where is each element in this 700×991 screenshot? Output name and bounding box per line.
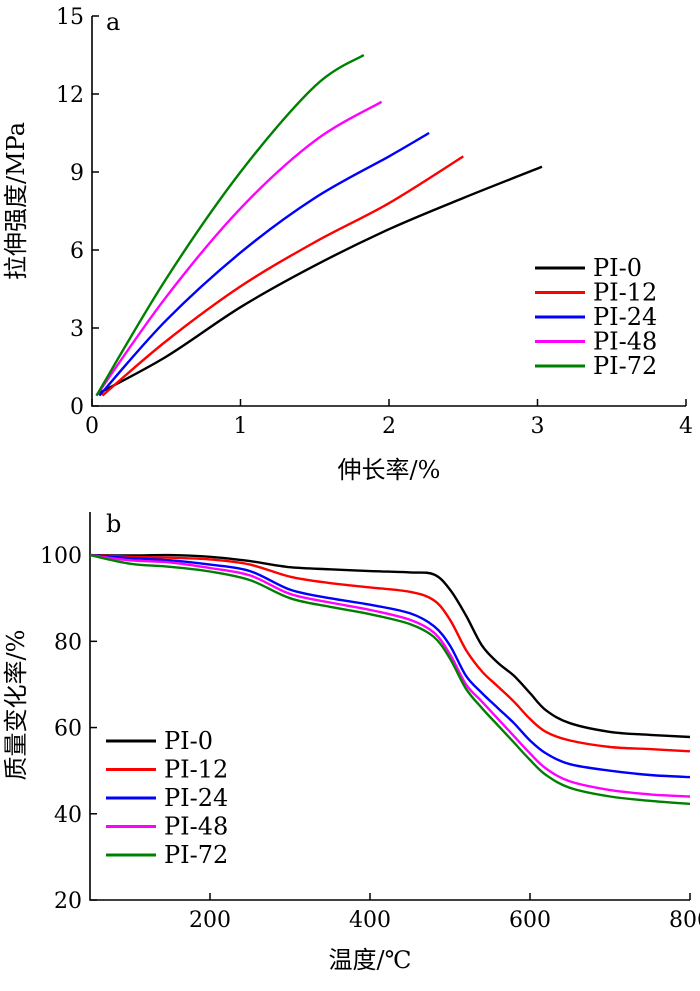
- series-line-pi-24: [89, 553, 691, 779]
- x-tick-label: 600: [509, 908, 551, 933]
- series-line-pi-72: [95, 53, 365, 397]
- x-tick-label: 1: [234, 414, 248, 439]
- chart-b-panel-label: b: [106, 510, 121, 538]
- y-tick-label: 60: [54, 717, 82, 742]
- series-line-pi-72: [89, 553, 691, 806]
- chart-b-series: [89, 553, 691, 806]
- chart-b-x-axis-label: 温度/℃: [329, 946, 412, 974]
- x-tick-label: 200: [189, 908, 231, 933]
- series-line-pi-24: [98, 131, 430, 397]
- legend-label-pi-72: PI-72: [164, 841, 228, 869]
- legend-label-pi-24: PI-24: [593, 303, 657, 331]
- chart-a-y-axis-label: 拉伸强度/MPa: [2, 122, 30, 280]
- chart-b-y-ticks: 20 40 60 80 100: [40, 544, 97, 914]
- y-tick-label: 6: [70, 239, 84, 264]
- series-line-pi-12: [89, 553, 691, 753]
- chart-a-y-ticks: 0 3 6 9 12 15: [56, 5, 99, 420]
- y-tick-label: 0: [70, 395, 84, 420]
- y-tick-label: 12: [56, 83, 84, 108]
- x-tick-label: 4: [679, 414, 693, 439]
- legend-label-pi-48: PI-48: [593, 328, 657, 356]
- chart-a-x-axis-label: 伸长率/%: [338, 456, 441, 484]
- chart-a-x-ticks: 0 1 2 3 4: [85, 399, 693, 439]
- chart-a-series: [95, 53, 543, 397]
- series-line-pi-12: [101, 155, 464, 397]
- y-tick-label: 80: [54, 630, 82, 655]
- series-line-pi-48: [95, 100, 383, 397]
- legend-label-pi-0: PI-0: [593, 254, 642, 282]
- legend-label-pi-12: PI-12: [593, 279, 657, 307]
- x-tick-label: 800: [669, 908, 700, 933]
- chart-a-panel-label: a: [106, 8, 120, 36]
- legend-label-pi-12: PI-12: [164, 756, 228, 784]
- legend-label-pi-24: PI-24: [164, 784, 228, 812]
- series-line-pi-0: [98, 165, 543, 395]
- series-line-pi-48: [89, 553, 691, 798]
- legend-label-pi-0: PI-0: [164, 727, 213, 755]
- legend-label-pi-48: PI-48: [164, 813, 228, 841]
- y-tick-label: 100: [40, 544, 82, 569]
- x-tick-label: 2: [382, 414, 396, 439]
- legend-label-pi-72: PI-72: [593, 352, 657, 380]
- chart-b-y-axis-label: 质量变化率/%: [2, 630, 30, 781]
- x-tick-label: 0: [85, 414, 99, 439]
- y-tick-label: 20: [54, 889, 82, 914]
- chart-b-x-ticks: 200 400 600 800: [189, 893, 700, 933]
- y-tick-label: 40: [54, 803, 82, 828]
- series-line-pi-0: [89, 553, 691, 739]
- x-tick-label: 3: [531, 414, 545, 439]
- y-tick-label: 3: [70, 317, 84, 342]
- x-tick-label: 400: [349, 908, 391, 933]
- y-tick-label: 15: [56, 5, 84, 30]
- y-tick-label: 9: [70, 161, 84, 186]
